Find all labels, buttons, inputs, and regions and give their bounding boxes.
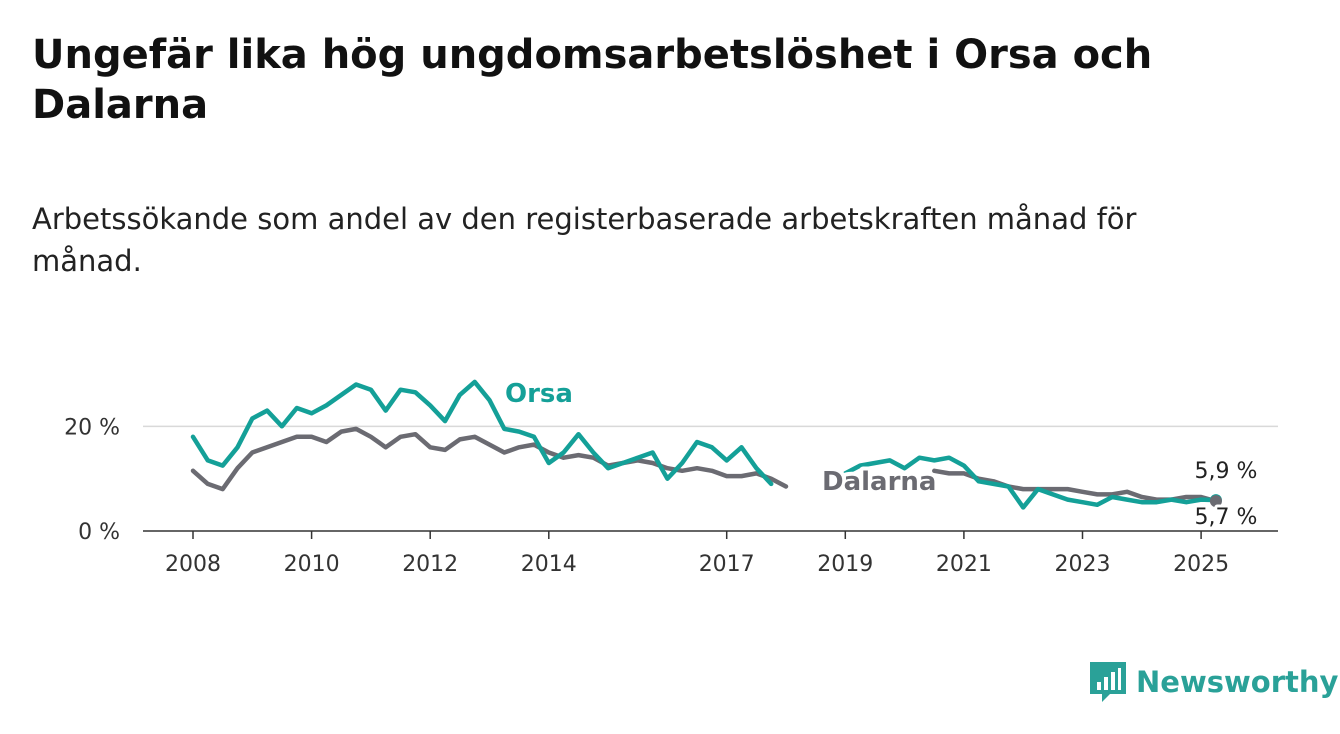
x-tick-label: 2021 (936, 552, 992, 577)
end-point-dalarna (1209, 495, 1222, 508)
x-tick-label: 2008 (165, 552, 221, 577)
series-label-orsa-halo: Orsa (505, 379, 573, 409)
x-tick-label: 2014 (521, 552, 577, 577)
end-label-orsa: 5,9 % (1195, 459, 1258, 484)
series-label-dalarna-halo: Dalarna (822, 467, 936, 497)
x-tick-label: 2012 (402, 552, 458, 577)
y-tick-label: 20 % (64, 415, 120, 440)
series-line-orsa (190, 379, 1219, 510)
chart-subtitle: Arbetssökande som andel av den registerb… (32, 202, 1137, 278)
end-label-dalarna: 5,7 % (1195, 505, 1258, 530)
chart-title: Ungefär lika hög ungdomsarbetslöshet i O… (32, 32, 1153, 128)
brand-name: Newsworthy (1136, 665, 1339, 699)
series-label-orsa: Orsa (505, 379, 573, 409)
x-tick-label: 2010 (284, 552, 340, 577)
newsworthy-logo: Newsworthy (1088, 660, 1338, 704)
x-tick-label: 2025 (1173, 552, 1229, 577)
x-tick-label: 2023 (1055, 552, 1111, 577)
gridlines (143, 425, 1278, 539)
series-label-dalarna: Dalarna (822, 467, 936, 497)
y-tick-label: 0 % (78, 520, 120, 545)
end-label-orsa-halo: 5,9 % (1195, 459, 1258, 484)
x-tick-label: 2017 (699, 552, 755, 577)
chart-labels: 0 % 20 % 2008 2010 2012 2014 2017 2019 2021 2023 2… (64, 375, 1260, 577)
series-lines (190, 379, 1222, 510)
series-line-dalarna (190, 426, 1219, 504)
x-tick-label: 2019 (817, 552, 873, 577)
end-label-dalarna-halo: 5,7 % (1195, 505, 1258, 530)
newsworthy-icon (1090, 662, 1126, 702)
